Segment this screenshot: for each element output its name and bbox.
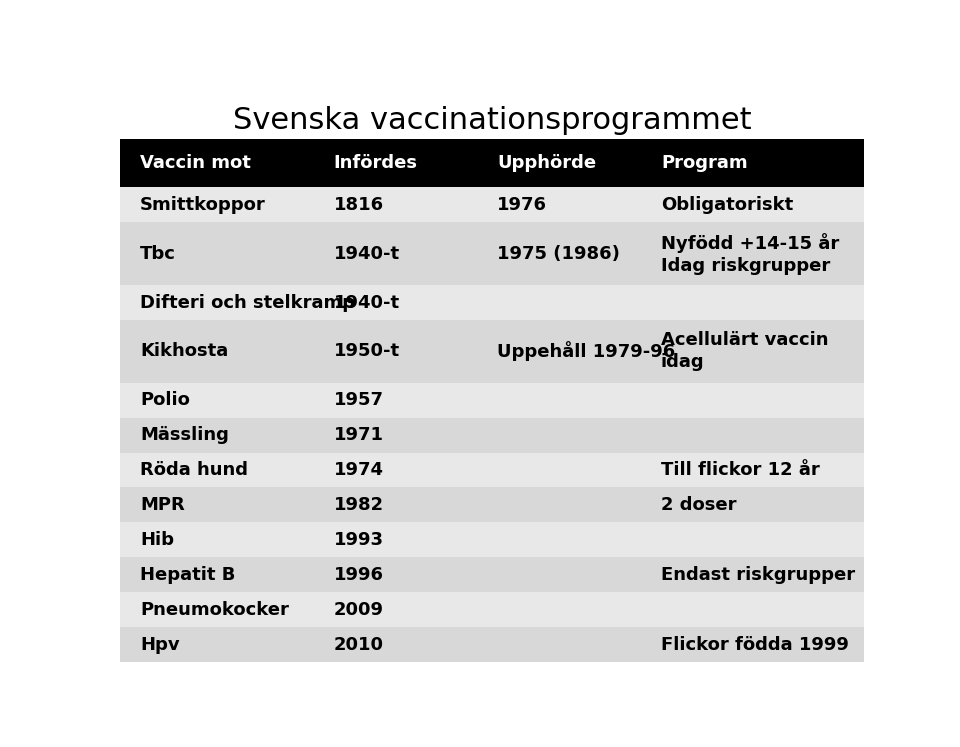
- Text: Infördes: Infördes: [333, 154, 418, 172]
- Text: Endast riskgrupper: Endast riskgrupper: [660, 565, 855, 583]
- Text: Till flickor 12 år: Till flickor 12 år: [660, 461, 820, 479]
- Text: MPR: MPR: [140, 496, 185, 514]
- Bar: [120, 320, 864, 382]
- Bar: [120, 223, 864, 285]
- Text: Mässling: Mässling: [140, 426, 229, 444]
- Text: 2009: 2009: [333, 601, 384, 619]
- Text: 1940-t: 1940-t: [333, 245, 399, 263]
- Bar: [120, 488, 864, 522]
- Text: Hepatit B: Hepatit B: [140, 565, 235, 583]
- Text: 1996: 1996: [333, 565, 384, 583]
- Text: 1974: 1974: [333, 461, 384, 479]
- Text: Polio: Polio: [140, 391, 190, 409]
- Text: 1975 (1986): 1975 (1986): [497, 245, 620, 263]
- Text: Tbc: Tbc: [140, 245, 176, 263]
- Text: Flickor födda 1999: Flickor födda 1999: [660, 636, 849, 654]
- Text: Upphörde: Upphörde: [497, 154, 596, 172]
- Bar: [120, 138, 864, 187]
- Bar: [120, 557, 864, 592]
- Text: 1971: 1971: [333, 426, 384, 444]
- Text: Difteri och stelkramp: Difteri och stelkramp: [140, 294, 355, 311]
- Text: Hpv: Hpv: [140, 636, 180, 654]
- Bar: [120, 453, 864, 488]
- Bar: [120, 285, 864, 320]
- Bar: [120, 627, 864, 662]
- Text: Program: Program: [660, 154, 748, 172]
- Text: Smittkoppor: Smittkoppor: [140, 196, 266, 214]
- Text: Uppehåll 1979-96: Uppehåll 1979-96: [497, 341, 676, 362]
- Text: Svenska vaccinationsprogrammet: Svenska vaccinationsprogrammet: [232, 106, 752, 134]
- Bar: [120, 418, 864, 453]
- Text: Nyfödd +14-15 år
Idag riskgrupper: Nyfödd +14-15 år Idag riskgrupper: [660, 232, 839, 275]
- Text: Obligatoriskt: Obligatoriskt: [660, 196, 793, 214]
- Text: Pneumokocker: Pneumokocker: [140, 601, 289, 619]
- Bar: [120, 382, 864, 418]
- Text: 1982: 1982: [333, 496, 384, 514]
- Text: 1976: 1976: [497, 196, 547, 214]
- Bar: [120, 592, 864, 627]
- Text: 2 doser: 2 doser: [660, 496, 736, 514]
- Text: 1993: 1993: [333, 531, 384, 549]
- Text: Röda hund: Röda hund: [140, 461, 248, 479]
- Text: 1957: 1957: [333, 391, 384, 409]
- Text: 1816: 1816: [333, 196, 384, 214]
- Text: 1940-t: 1940-t: [333, 294, 399, 311]
- Bar: [120, 187, 864, 223]
- Text: Hib: Hib: [140, 531, 174, 549]
- Bar: [120, 522, 864, 557]
- Text: Vaccin mot: Vaccin mot: [140, 154, 251, 172]
- Text: Kikhosta: Kikhosta: [140, 342, 228, 360]
- Text: Acellulärt vaccin
idag: Acellulärt vaccin idag: [660, 331, 828, 371]
- Text: 2010: 2010: [333, 636, 384, 654]
- Text: 1950-t: 1950-t: [333, 342, 399, 360]
